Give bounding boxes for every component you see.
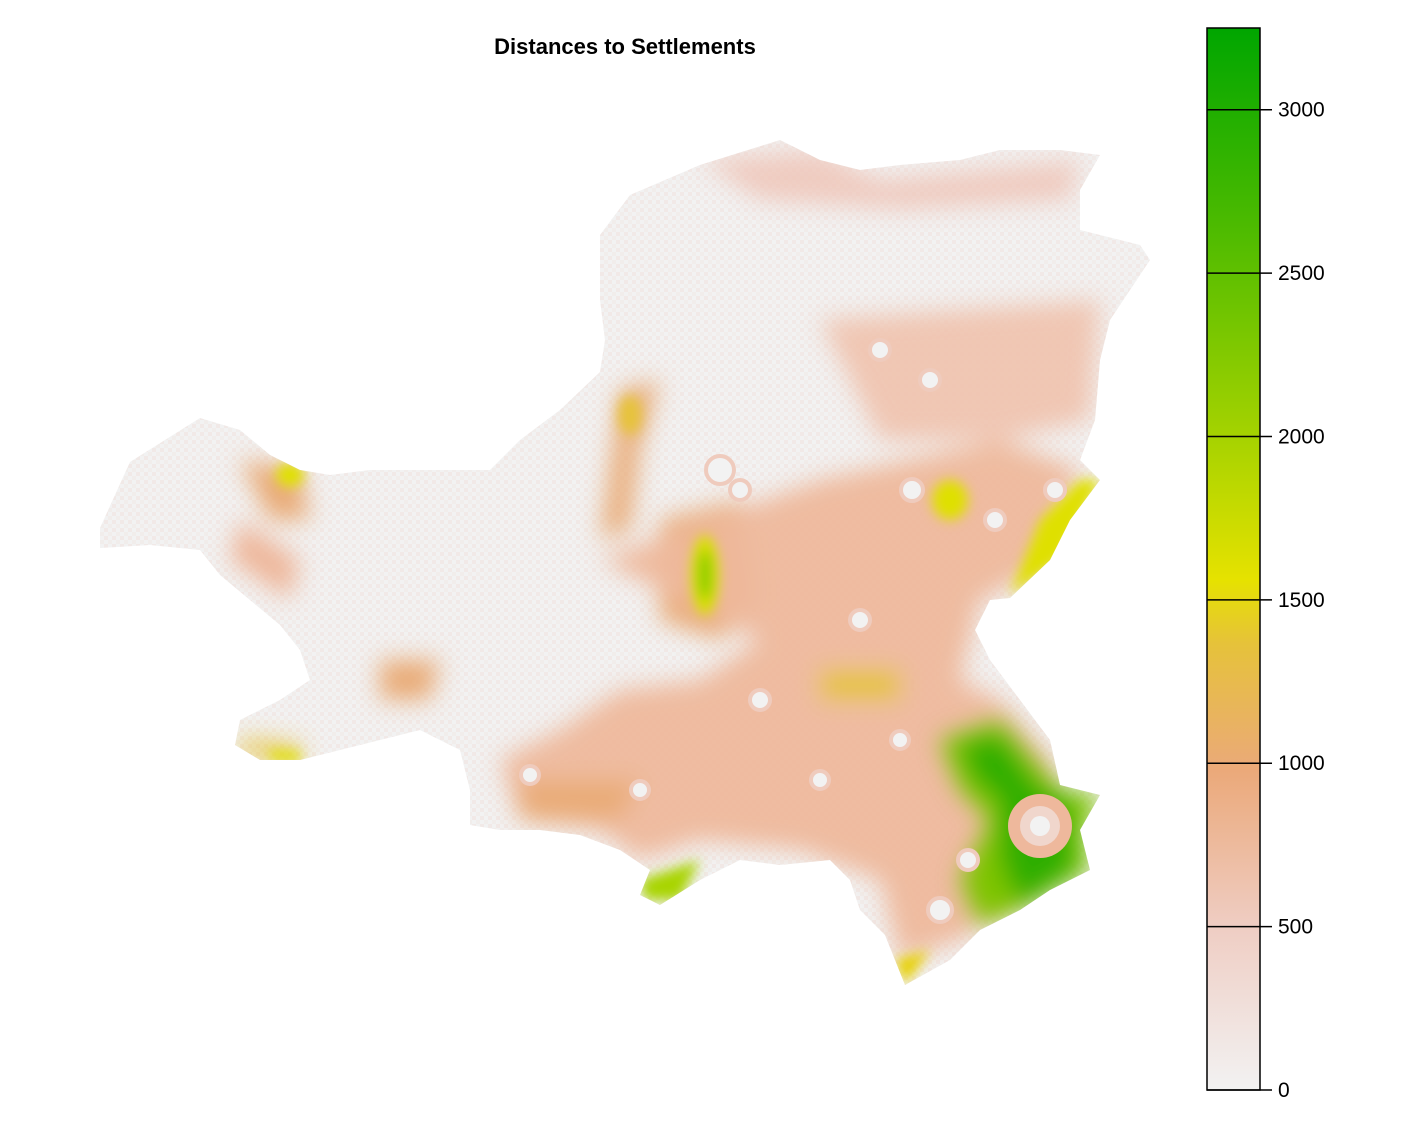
legend-tick-label-0: 0 bbox=[1278, 1079, 1290, 1102]
legend-tick-label-3000: 3000 bbox=[1278, 99, 1325, 122]
legend-tick-label-2500: 2500 bbox=[1278, 262, 1325, 285]
legend-tick-label-2000: 2000 bbox=[1278, 425, 1325, 448]
map-title: Distances to Settlements bbox=[494, 34, 756, 59]
legend-ticks: 0 500 1000 1500 2000 2500 3000 bbox=[1207, 99, 1325, 1102]
legend-tick-label-1500: 1500 bbox=[1278, 589, 1325, 612]
mid-distance-zones bbox=[230, 150, 1100, 960]
legend-color-bar bbox=[1206, 27, 1261, 1091]
high-distance-zones bbox=[270, 395, 1100, 985]
legend-tick-label-1000: 1000 bbox=[1278, 752, 1325, 775]
legend-tick-label-500: 500 bbox=[1278, 916, 1313, 939]
settlement-rings bbox=[519, 338, 1072, 924]
